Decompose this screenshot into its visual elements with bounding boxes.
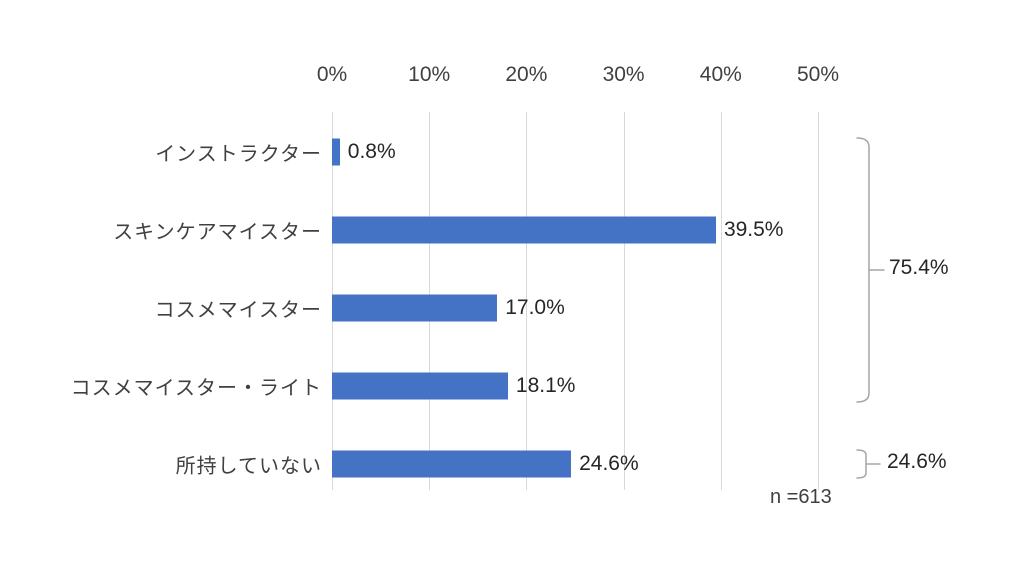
value-label: 24.6% — [579, 452, 639, 476]
category-label: コスメマイスター・ライト — [70, 377, 322, 400]
bar — [332, 294, 498, 322]
x-tick-label: 50% — [796, 63, 840, 86]
value-label: 0.8% — [347, 140, 396, 164]
x-tick-label: 0% — [316, 63, 348, 86]
bar-row: スキンケアマイスター 39.5% — [0, 191, 1024, 269]
gridline — [818, 112, 819, 490]
value-label: 17.0% — [505, 296, 565, 320]
bar-row: インストラクター 0.8% — [0, 113, 1024, 191]
gridline — [720, 112, 722, 490]
bar — [332, 216, 716, 244]
category-label: コスメマイスター — [154, 299, 322, 322]
category-label: インストラクター — [155, 143, 322, 166]
remainder-total-label: 24.6% — [887, 450, 947, 473]
x-tick-label: 20% — [505, 63, 548, 86]
plot-area: インストラクター 0.8% スキンケアマイスター 39.5% コスメマイスター … — [0, 113, 1024, 503]
bar-row: コスメマイスター・ライト 18.1% — [0, 347, 1024, 425]
bar — [332, 450, 572, 478]
gridline — [526, 112, 528, 490]
category-label: スキンケアマイスター — [113, 221, 322, 244]
bar-row: 所持していない 24.6% — [0, 425, 1024, 503]
bar — [332, 138, 340, 166]
group-total-label: 75.4% — [889, 256, 949, 279]
group-bracket-icon — [856, 137, 885, 403]
bar — [332, 372, 508, 400]
x-tick-label: 30% — [602, 63, 645, 86]
single-bracket-icon — [856, 449, 881, 479]
category-label: 所持していない — [175, 455, 322, 478]
x-tick-label: 40% — [699, 63, 742, 86]
sample-size-label: n =613 — [770, 486, 832, 508]
value-label: 18.1% — [515, 374, 576, 398]
value-label: 39.5% — [723, 218, 784, 242]
bar-row: コスメマイスター 17.0% — [0, 269, 1024, 347]
gridline — [623, 112, 625, 490]
x-tick-label: 10% — [408, 63, 451, 86]
